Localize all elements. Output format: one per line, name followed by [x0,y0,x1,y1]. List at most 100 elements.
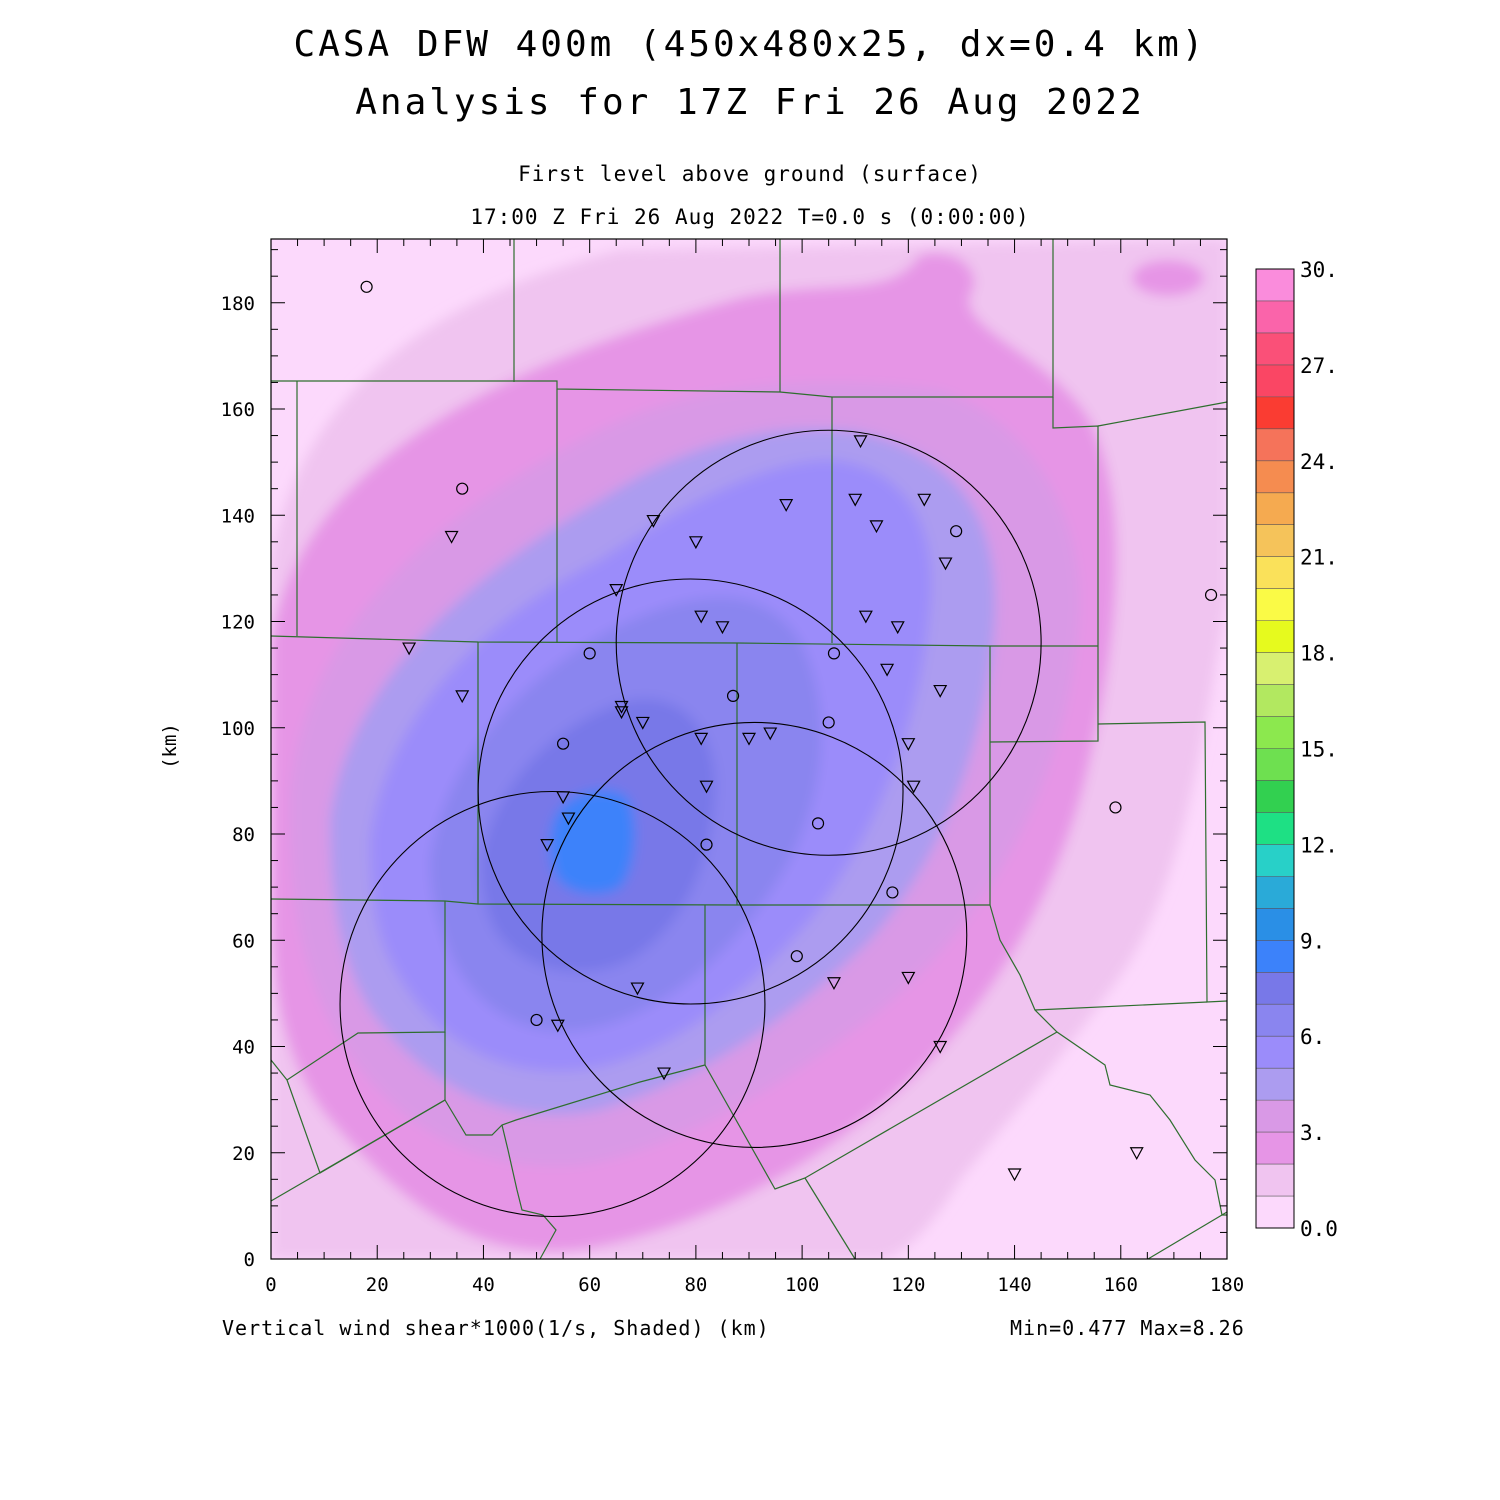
colorbar-swatch [1256,908,1294,941]
radar-range-ring [541,721,968,1148]
colorbar-swatch [1256,748,1294,781]
colorbar-label: 0.0 [1300,1217,1338,1241]
colorbar-swatch [1256,876,1294,909]
station-triangle-marker [540,839,555,852]
colorbar-swatch [1256,364,1294,397]
station-triangle-marker [880,663,895,677]
station-triangle-marker [402,642,417,656]
station-triangle-marker [741,732,757,746]
colorbar-label: 15. [1300,738,1338,762]
station-triangle-marker [890,621,905,635]
station-triangle-marker [848,493,863,507]
station-triangle-marker [657,1067,672,1081]
colorbar-swatch [1256,428,1294,461]
colorbar-swatch [1256,1100,1294,1133]
station-triangle-marker [906,780,921,794]
station-circle-marker [827,647,841,660]
colorbar-swatch [1256,1164,1294,1197]
axis-ticks [270,239,1228,1260]
station-triangle-marker [455,690,470,704]
colorbar-swatch [1256,620,1294,653]
colorbar-swatch [1256,556,1294,589]
y-tick-label: 80 [232,824,255,846]
station-circle-marker [530,1013,543,1027]
county-borders [270,239,1228,1260]
y-tick-label: 60 [232,930,255,952]
county-border [989,646,1099,743]
station-circle-marker [790,950,803,963]
station-triangle-marker [933,684,948,698]
colorbar-label: 21. [1300,546,1338,570]
station-circle-marker [583,647,596,660]
station-circle-marker [950,525,963,538]
station-triangle-marker [694,610,709,624]
colorbar-label: 3. [1300,1121,1325,1145]
station-triangle-marker [635,716,650,730]
colorbar-label: 30. [1300,258,1338,282]
county-border [444,1031,1058,1190]
station-triangle-marker [699,780,714,794]
contour-level-2-patch [1132,260,1204,296]
colorbar-swatch [1256,716,1294,749]
y-tick-label: 0 [244,1249,255,1271]
radar-range-rings [339,429,1042,1218]
map-valid-time: Analysis for 17Z Fri 26 Aug 2022 [355,82,1145,123]
radar-range-ring [339,790,766,1218]
colorbar-swatch [1256,652,1294,685]
station-circle-marker [1109,801,1122,814]
colorbar: 0.0 3. 6. 9. 12. 15. 18. 21. 24. 27. 30. [1255,258,1338,1241]
county-border [270,901,446,1081]
x-tick-label: 0 [265,1274,276,1296]
station-circle-marker [557,737,570,750]
y-tick-label: 40 [232,1037,255,1059]
colorbar-label: 6. [1300,1025,1325,1049]
station-triangle-marker [1007,1168,1022,1182]
colorbar-label: 27. [1300,354,1338,378]
county-border [804,1177,856,1260]
station-circle-marker [1204,588,1218,602]
station-triangle-marker [853,435,868,449]
station-triangle-marker [858,610,873,624]
station-circle-marker [886,886,899,899]
station-triangle-marker [444,530,459,544]
station-triangle-marker [556,791,571,805]
station-triangle-marker [826,977,841,991]
colorbar-label: 9. [1300,929,1325,953]
y-tick-label: 120 [221,612,255,634]
colorbar-swatch [1256,332,1294,365]
station-triangle-marker [561,812,576,826]
colorbar-swatch [1256,396,1294,429]
station-triangle-marker [715,621,730,635]
map-title: CASA DFW 400m (450x480x25, dx=0.4 km) [293,24,1207,65]
station-triangle-marker [688,536,703,550]
colorbar-swatch [1256,780,1294,813]
colorbar-swatch [1256,492,1294,525]
colorbar-label: 18. [1300,642,1338,666]
contour-level-8 [549,789,635,895]
station-circle-marker [822,716,835,729]
station-circle-marker [700,838,713,851]
min-max-label: Min=0.477 Max=8.26 [1010,1316,1245,1340]
colorbar-swatch [1256,1196,1294,1228]
colorbar-swatch [1256,1004,1294,1037]
colorbar-swatch [1256,844,1294,877]
colorbar-swatch [1256,812,1294,845]
county-border [1147,1211,1228,1260]
colorbar-swatch [1256,460,1294,493]
x-tick-label: 120 [891,1274,925,1296]
colorbar-swatch [1256,1068,1294,1101]
x-tick-label: 140 [997,1274,1031,1296]
county-border [1097,721,1228,1003]
y-tick-label: 140 [221,505,255,527]
county-border [270,1099,446,1202]
colorbar-swatch [1256,940,1294,973]
shear-field [271,239,1227,1259]
radar-range-ring [477,578,904,1005]
station-triangle-marker [901,971,916,985]
time-label: 17:00 Z Fri 26 Aug 2022 T=0.0 s (0:00:00… [470,205,1030,229]
x-tick-label: 100 [785,1274,819,1296]
colorbar-swatch [1256,524,1294,557]
station-triangle-marker [763,727,778,741]
station-triangle-marker [901,738,916,751]
station-triangle-marker [614,706,629,720]
